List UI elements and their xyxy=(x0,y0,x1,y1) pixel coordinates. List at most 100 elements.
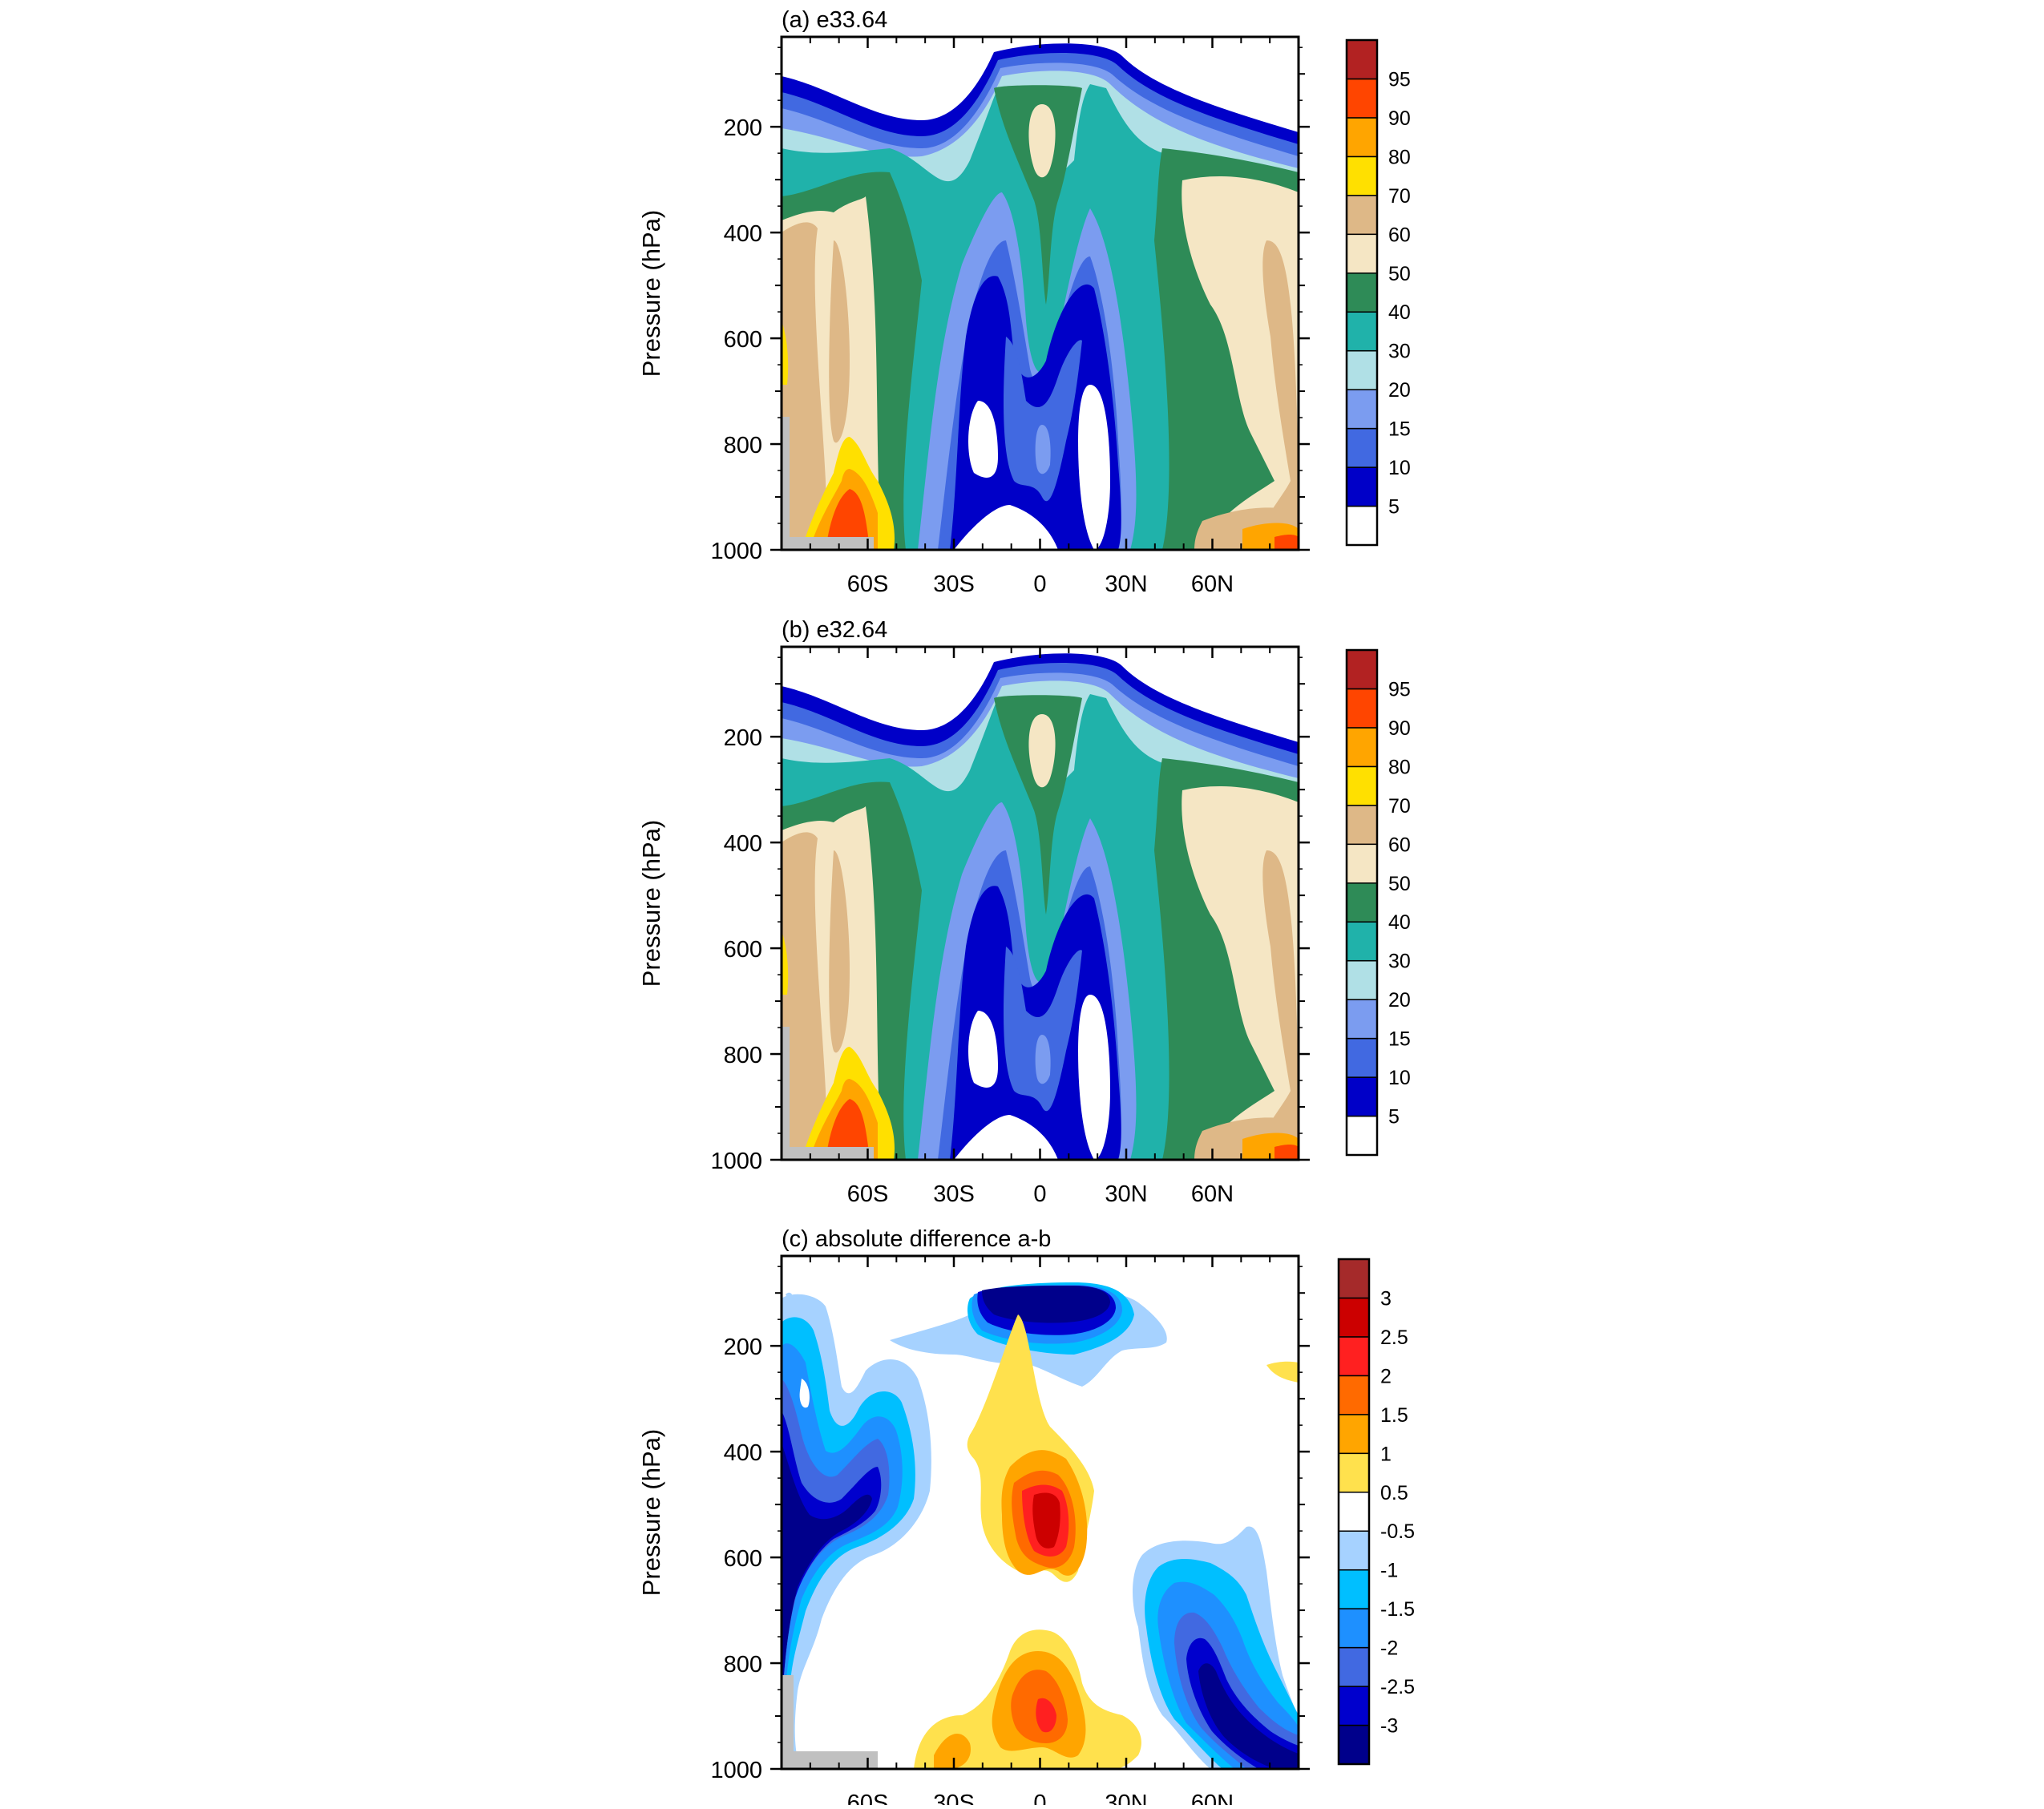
colorbar-swatch xyxy=(1346,155,1378,196)
y-tick-label: 400 xyxy=(724,221,762,247)
panel-c-title: (c) absolute difference a-b xyxy=(782,1226,1051,1252)
x-tick-label: 60N xyxy=(1191,571,1234,597)
colorbar-label: 1.5 xyxy=(1380,1404,1408,1427)
colorbar-swatch xyxy=(1338,1258,1370,1299)
y-tick-label: 800 xyxy=(724,433,762,458)
colorbar-label: 95 xyxy=(1388,678,1411,701)
colorbar-label: -1.5 xyxy=(1380,1598,1415,1621)
y-tick-label: 1000 xyxy=(710,1149,762,1174)
colorbar-swatch xyxy=(1346,311,1378,352)
colorbar-label: 40 xyxy=(1388,301,1411,324)
colorbar-swatch xyxy=(1346,233,1378,274)
colorbar-swatch xyxy=(1346,727,1378,768)
x-tick-label: 30N xyxy=(1105,1791,1147,1805)
colorbar-layer: 5 10 15 20 30 40 50 60 70 80 90 95 5 10 15 20 30 40 50 60 70… xyxy=(1337,38,1415,1766)
colorbar-swatch xyxy=(1338,1452,1370,1493)
panel-b: (b) e32.64 xyxy=(780,617,1300,1161)
colorbar-swatch xyxy=(1338,1724,1370,1765)
colorbar-swatch xyxy=(1346,688,1378,729)
y-tick-label: 1000 xyxy=(710,539,762,564)
colorbar-label: 60 xyxy=(1388,224,1411,246)
y-axis-label: Pressure (hPa) xyxy=(637,210,665,377)
colorbar-swatch xyxy=(1338,1414,1370,1455)
colorbar-swatch xyxy=(1346,1115,1378,1156)
colorbar-label: -3 xyxy=(1380,1715,1398,1738)
panel-c-colorbar: -3 -2.5 -2 -1.5 -1 -0.5 0.5 1 1.5 2 2.5 3 xyxy=(1337,1258,1415,1766)
colorbar-label: 90 xyxy=(1388,717,1411,740)
panel-b-title: (b) e32.64 xyxy=(782,617,887,643)
colorbar-label: 10 xyxy=(1388,1067,1411,1089)
colorbar-swatch xyxy=(1338,1336,1370,1377)
colorbar-label: 50 xyxy=(1388,873,1411,895)
colorbar-swatch xyxy=(1346,999,1378,1040)
colorbar-label: 20 xyxy=(1388,989,1411,1012)
y-tick-label: 200 xyxy=(724,725,762,751)
colorbar-swatch xyxy=(1338,1646,1370,1687)
x-tick-label: 60N xyxy=(1191,1181,1234,1207)
panel-c-field xyxy=(782,1256,1299,1769)
colorbar-swatch xyxy=(1346,882,1378,923)
x-tick-label: 30S xyxy=(933,1791,975,1805)
x-tick-label: 60S xyxy=(847,571,889,597)
x-tick-label: 30N xyxy=(1105,571,1147,597)
colorbar-label: -2 xyxy=(1380,1637,1398,1660)
y-tick-label: 600 xyxy=(724,937,762,963)
panel-c: (c) absolute difference a-b xyxy=(780,1226,1300,1771)
x-tick-label: 60S xyxy=(847,1791,889,1805)
y-tick-label: 400 xyxy=(724,1440,762,1466)
y-tick-label: 200 xyxy=(724,115,762,141)
colorbar-label: 5 xyxy=(1388,1106,1400,1129)
y-tick-label: 600 xyxy=(724,1546,762,1572)
y-tick-label: 800 xyxy=(724,1652,762,1678)
x-tick-label: 30S xyxy=(933,1181,975,1207)
panel-b-colorbar: 5 10 15 20 30 40 50 60 70 80 90 95 xyxy=(1345,648,1411,1157)
colorbar-swatch xyxy=(1346,117,1378,158)
colorbar-swatch xyxy=(1338,1297,1370,1338)
colorbar-swatch xyxy=(1346,466,1378,507)
colorbar-label: -0.5 xyxy=(1380,1520,1415,1543)
colorbar-label: 0.5 xyxy=(1380,1482,1408,1504)
colorbar-label: 2 xyxy=(1380,1365,1392,1387)
colorbar-label: 30 xyxy=(1388,341,1411,363)
x-tick-label: 0 xyxy=(1033,571,1046,597)
colorbar-swatch xyxy=(1346,765,1378,806)
y-axis-label: Pressure (hPa) xyxy=(637,820,665,987)
colorbar-label: 10 xyxy=(1388,457,1411,479)
colorbar-swatch xyxy=(1346,1037,1378,1078)
colorbar-label: 80 xyxy=(1388,756,1411,778)
y-tick-label: 800 xyxy=(724,1043,762,1068)
colorbar-swatch xyxy=(1338,1608,1370,1649)
colorbar-swatch xyxy=(1346,843,1378,884)
colorbar-label: 1 xyxy=(1380,1443,1392,1465)
colorbar-label: 15 xyxy=(1388,418,1411,441)
panel-a-axes: 60S 30S 0 30N 60N 200 400 600 800 1000 Pressure (h… xyxy=(637,37,1310,597)
x-tick-label: 0 xyxy=(1033,1791,1046,1805)
colorbar-frame xyxy=(1337,1258,1371,1766)
colorbar-label: 5 xyxy=(1388,496,1400,519)
colorbar-frame xyxy=(1345,38,1379,547)
colorbar-frame xyxy=(1345,648,1379,1157)
panel-a-colorbar: 5 10 15 20 30 40 50 60 70 80 90 95 xyxy=(1345,38,1411,547)
colorbar-label: 30 xyxy=(1388,951,1411,973)
panel-a-title: (a) e33.64 xyxy=(782,7,887,33)
colorbar-swatch xyxy=(1338,1492,1370,1532)
colorbar-swatch xyxy=(1346,389,1378,430)
colorbar-label: 60 xyxy=(1388,834,1411,856)
colorbar-label: 80 xyxy=(1388,146,1411,168)
colorbar-swatch xyxy=(1346,805,1378,846)
y-tick-label: 400 xyxy=(724,831,762,857)
colorbar-label: -2.5 xyxy=(1380,1676,1415,1698)
colorbar-label: 40 xyxy=(1388,911,1411,934)
colorbar-label: 70 xyxy=(1388,795,1411,818)
colorbar-label: 2.5 xyxy=(1380,1326,1408,1349)
panel-b-axes: 60S 30S 0 30N 60N 200 400 600 800 1000 Pressure (h… xyxy=(637,647,1310,1207)
panel-b-field xyxy=(782,647,1299,1160)
colorbar-label: 15 xyxy=(1388,1028,1411,1051)
colorbar-swatch xyxy=(1346,273,1378,313)
x-tick-label: 60N xyxy=(1191,1791,1234,1805)
colorbar-label: 70 xyxy=(1388,185,1411,208)
colorbar-swatch xyxy=(1346,39,1378,80)
x-tick-label: 30S xyxy=(933,571,975,597)
colorbar-label: 50 xyxy=(1388,263,1411,285)
